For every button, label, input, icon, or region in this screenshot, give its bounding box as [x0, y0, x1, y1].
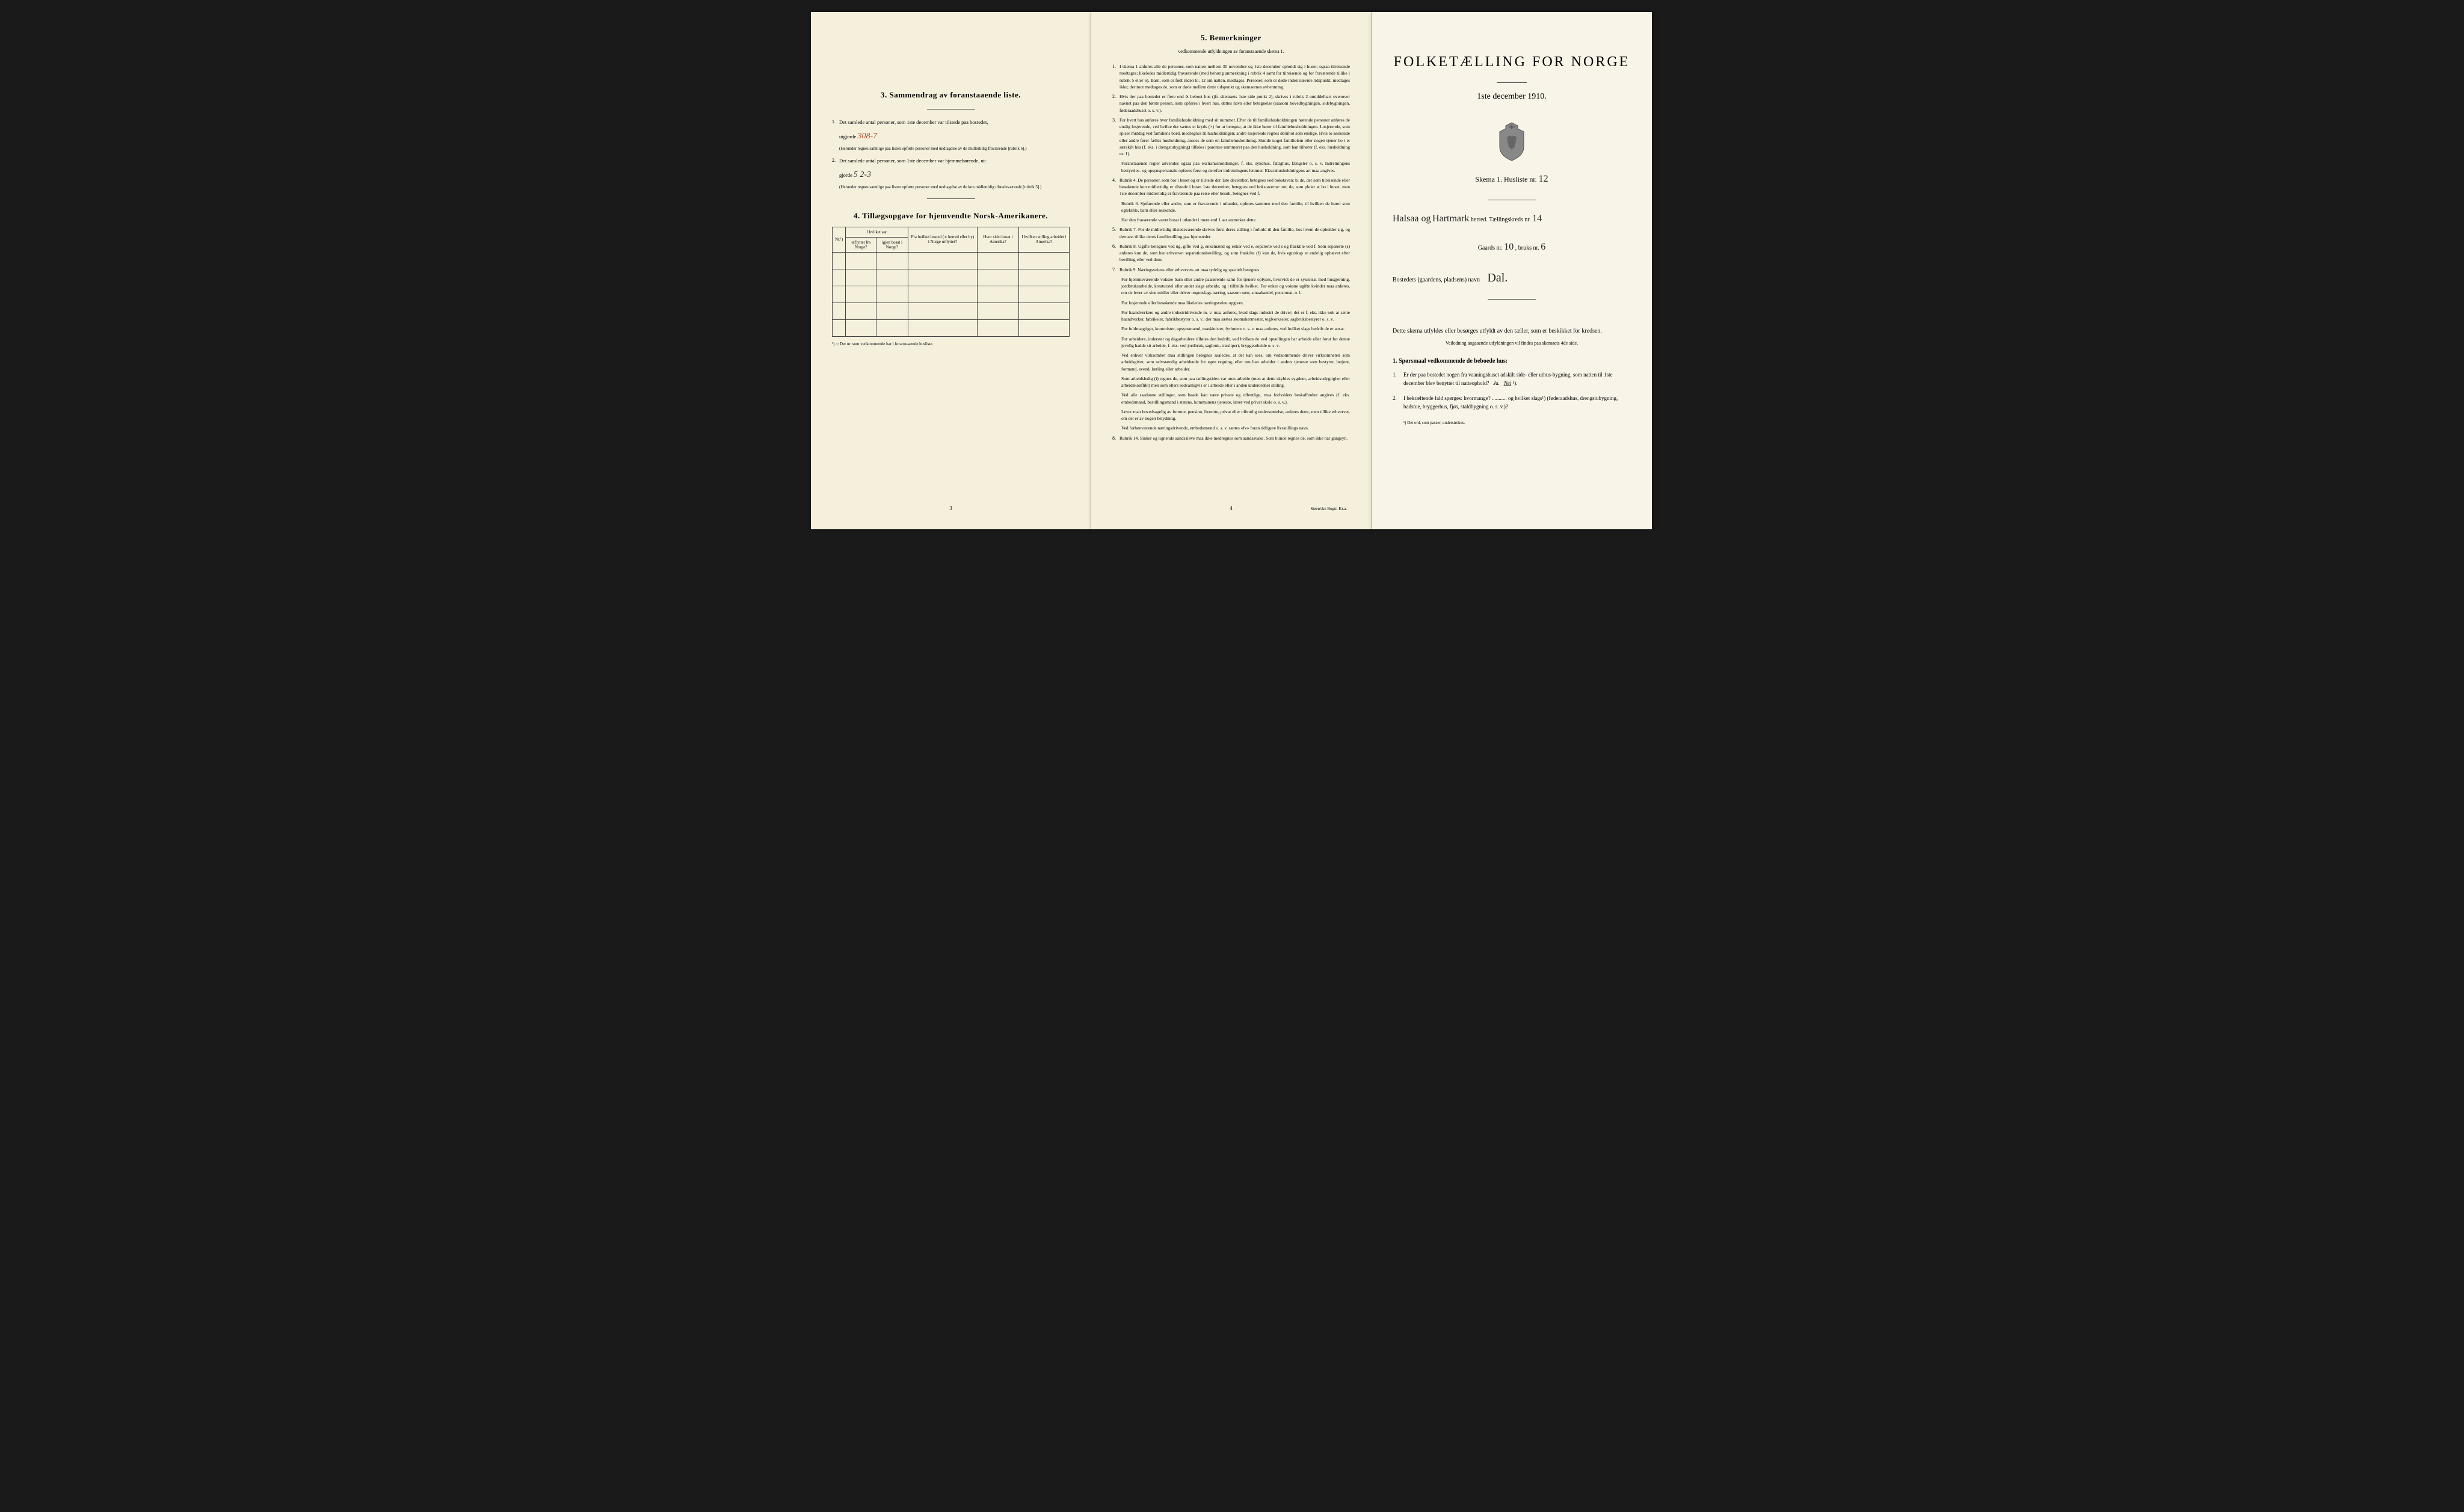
remark-7-extra: For haandverkere og andre industridriven… [1112, 309, 1350, 323]
remark-4-extra2: Har den fraværende været bosat i utlande… [1112, 217, 1350, 223]
section-4-title: 4. Tillægsopgave for hjemvendte Norsk-Am… [832, 211, 1070, 221]
remark-7-extra: For arbeidere, inderster og dagarbeidere… [1112, 336, 1350, 349]
remark-1: 1.I skema 1 anføres alle de personer, so… [1112, 63, 1350, 90]
remark-6: 6.Rubrik 8. Ugifte betegnes ved ug, gift… [1112, 243, 1350, 263]
handwritten-value: 5 2-3 [854, 170, 871, 179]
remark-8: 8.Rubrik 14. Sinker og lignende aandsslø… [1112, 435, 1350, 441]
subtitle: 1ste december 1910. [1393, 92, 1631, 102]
tellings-nr: 14 [1532, 214, 1542, 224]
th-returned: igjen bosat i Norge? [876, 237, 908, 252]
remark-5: 5.Rubrik 7. For de midlertidig tilstedev… [1112, 226, 1350, 240]
instructions-sub: Veiledning angaaende utfyldningen vil fi… [1393, 340, 1631, 346]
remark-2: 2.Hvis der paa bostedet er flere end ét … [1112, 93, 1350, 114]
census-document: 3. Sammendrag av foranstaaende liste. 1.… [811, 12, 1653, 529]
table-footnote: ¹) ɔ: Det nr. som vedkommende har i fora… [832, 342, 1070, 346]
remark-4: 4.Rubrik 4. De personer, som bor i huset… [1112, 177, 1350, 197]
cover-page: FOLKETÆLLING FOR NORGE 1ste december 191… [1372, 12, 1652, 529]
divider [1488, 299, 1536, 300]
question-2: 2. I bekræftende fald spørges: hvormange… [1393, 394, 1631, 411]
item-2-note: (Herunder regnes samtlige paa listen opf… [832, 185, 1070, 189]
page-3: 3. Sammendrag av foranstaaende liste. 1.… [811, 12, 1091, 529]
herred-line: Halsaa og Hartmark herred. Tællingskreds… [1393, 209, 1631, 229]
th-year: I hvilket aar [846, 227, 908, 237]
remark-7-extra: Ved forhenværende næringsdrivende, embed… [1112, 425, 1350, 431]
item-2: 2. Det samlede antal personer, som 1ste … [832, 157, 1070, 165]
herred-name2: Hartmark [1432, 214, 1469, 224]
item-1-text: Det samlede antal personer, som 1ste dec… [839, 119, 988, 125]
page-number: 4 [1230, 505, 1233, 511]
item-1-value-line: utgjorde 308-7 [832, 130, 1070, 143]
question-header: 1. Spørsmaal vedkommende de beboede hus: [1393, 358, 1631, 364]
section-3-title: 3. Sammendrag av foranstaaende liste. [832, 90, 1070, 100]
remark-3: 3.For hvert hus anføres hver familiehush… [1112, 117, 1350, 158]
skema-line: Skema 1. Husliste nr. 12 [1393, 174, 1631, 185]
handwritten-value: 308-7 [857, 132, 877, 141]
remark-3-extra: Foranstaaende regler anvendes ogsaa paa … [1112, 160, 1350, 174]
item-1: 1. Det samlede antal personer, som 1ste … [832, 118, 1070, 126]
th-where: Hvor sidst bosat i Amerika? [978, 227, 1018, 252]
main-title: FOLKETÆLLING FOR NORGE [1393, 54, 1631, 70]
remark-7-extra: Ved enhver virksomhet maa stillingen bet… [1112, 352, 1350, 372]
th-nr: Nr.¹) [833, 227, 846, 252]
table-row [833, 269, 1070, 286]
gaards-line: Gaards nr. 10 , bruks nr. 6 [1393, 238, 1631, 257]
remark-7: 7.Rubrik 9. Næringsveiens eller erhverve… [1112, 266, 1350, 273]
th-position: I hvilken stilling arbeidet i Amerika? [1018, 227, 1069, 252]
page-number: 3 [949, 505, 952, 511]
th-emigrated: utflyttet fra Norge? [846, 237, 876, 252]
question-1: 1. Er der paa bostedet nogen fra vaaning… [1393, 370, 1631, 388]
remark-7-extra: For losjerende eller besøkende maa likel… [1112, 300, 1350, 306]
remark-7-extra: For fuldmægtiger, kontorister, opsynsmæn… [1112, 325, 1350, 332]
husliste-nr: 12 [1539, 174, 1548, 184]
item-2-value-line: gjorde 5 2-3 [832, 168, 1070, 181]
bruks-nr: 6 [1541, 242, 1545, 252]
section-5-sub: vedkommende utfyldningen av foranstaaend… [1112, 49, 1350, 54]
remark-7-extra: Som arbeidsledig (i) regnes de, som paa … [1112, 375, 1350, 389]
item-2-text: Det samlede antal personer, som 1ste dec… [839, 158, 987, 164]
divider [927, 198, 975, 199]
table-row [833, 319, 1070, 336]
th-from: Fra hvilket bosted (ɔ: herred eller by) … [908, 227, 978, 252]
page-4: 5. Bemerkninger vedkommende utfyldningen… [1091, 12, 1372, 529]
bosted-line: Bostedets (gaardens, pladsens) navn Dal. [1393, 266, 1631, 290]
label: gjorde [839, 172, 852, 178]
coat-of-arms-icon [1494, 120, 1530, 162]
remark-7-extra: Ved alle saadanne stillinger, som baade … [1112, 392, 1350, 405]
remark-7-extra: For hjemmeværende voksne barn eller andr… [1112, 276, 1350, 297]
instructions: Dette skema utfyldes eller besørges utfy… [1393, 327, 1631, 336]
gaards-nr: 10 [1504, 242, 1514, 252]
table-row [833, 252, 1070, 269]
bosted-name: Dal. [1487, 271, 1508, 284]
item-1-note: (Herunder regnes samtlige paa listen opf… [832, 146, 1070, 151]
section-5-title: 5. Bemerkninger [1112, 33, 1350, 43]
remark-4-extra1: Rubrik 6. Sjøfarende eller andre, som er… [1112, 200, 1350, 214]
herred-name1: Halsaa og [1393, 214, 1431, 224]
table-row [833, 286, 1070, 303]
footnote: ¹) Det ord, som passer, understrekes. [1393, 420, 1631, 425]
remark-7-extra: Lever man hovedsagelig av formue, pensio… [1112, 408, 1350, 422]
printer-credit: Steen'ske Bogtr. Kr.a. [1310, 506, 1347, 511]
table-row [833, 303, 1070, 319]
norsk-amerikanere-table: Nr.¹) I hvilket aar Fra hvilket bosted (… [832, 227, 1070, 337]
divider [1497, 82, 1527, 83]
label: utgjorde [839, 134, 856, 140]
